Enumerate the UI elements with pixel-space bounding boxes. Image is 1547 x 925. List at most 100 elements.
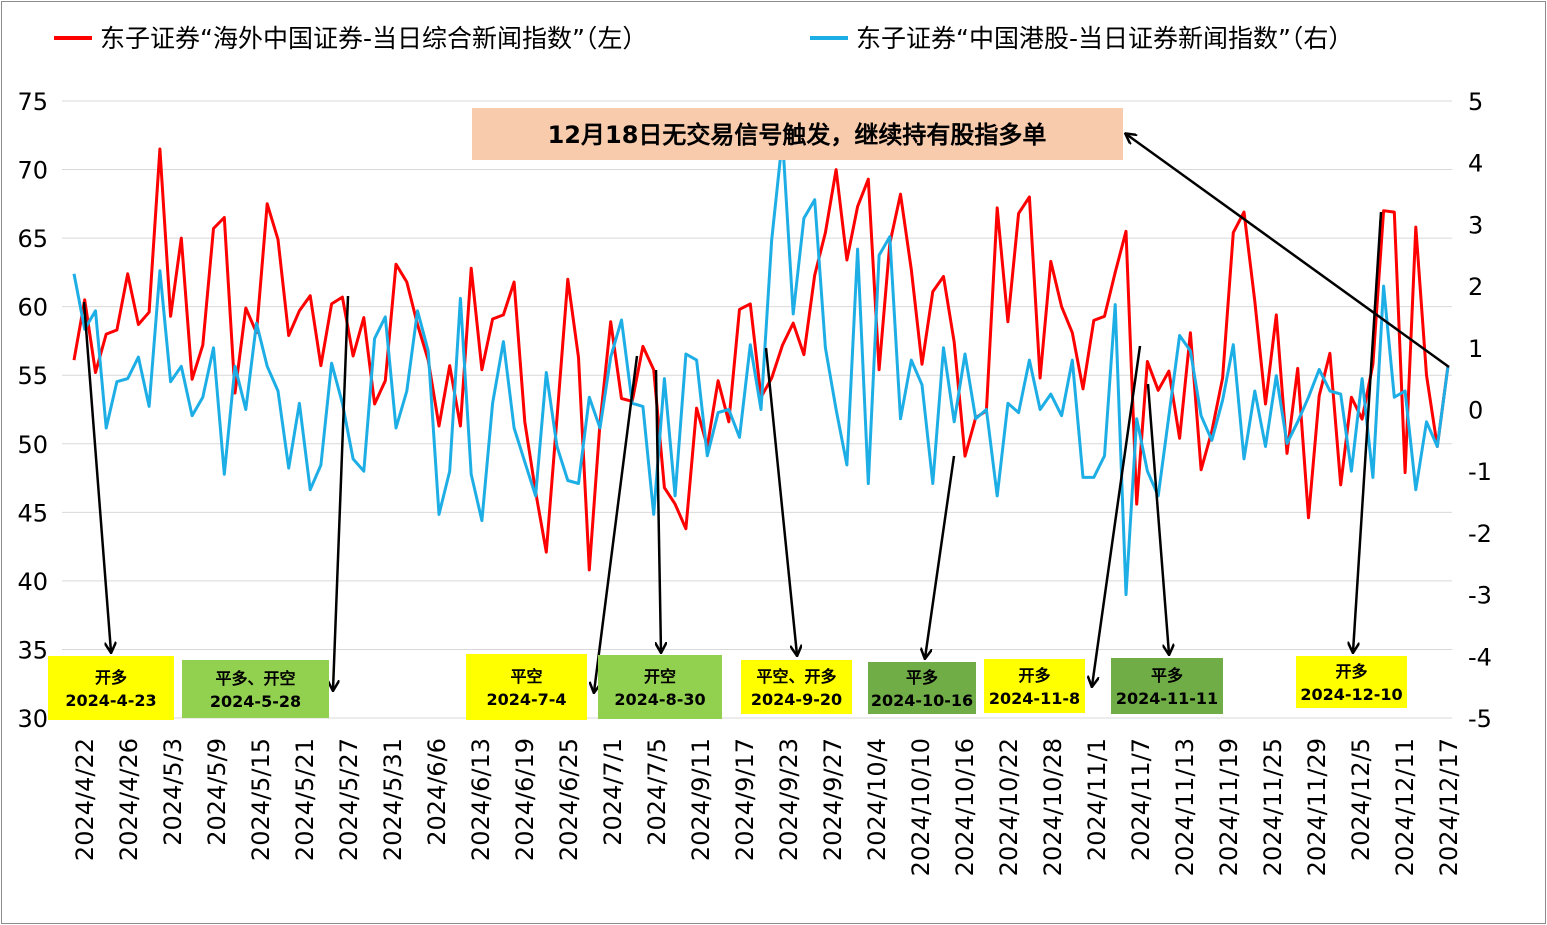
y-left-tick-label: 40 (17, 568, 48, 596)
x-tick-label: 2024/4/22 (71, 738, 99, 861)
y-right-tick-label: -3 (1468, 582, 1492, 610)
signal-arrow (654, 369, 661, 652)
signal-arrow (764, 347, 797, 655)
x-tick-label: 2024/5/27 (335, 738, 363, 861)
y-right-tick-label: 1 (1468, 335, 1483, 363)
y-right-tick-label: 2 (1468, 273, 1483, 301)
series-line-right (72, 136, 1450, 597)
legend: 东子证券“海外中国证券-当日综合新闻指数”（左） 东子证券“中国港股-当日证券新闻… (54, 24, 1353, 53)
signal-label: 平多 (1151, 666, 1183, 685)
x-tick-label: 2024/5/21 (291, 738, 319, 861)
x-tick-label: 2024/5/9 (203, 738, 231, 846)
y-right-tick-label: 0 (1468, 397, 1483, 425)
x-tick-label: 2024/11/1 (1083, 738, 1111, 861)
series-lines (72, 136, 1450, 597)
signal-box (868, 662, 976, 714)
signal-label: 开多 (1335, 662, 1367, 681)
x-tick-label: 2024/11/7 (1127, 738, 1155, 861)
x-tick-label: 2024/9/27 (819, 738, 847, 861)
signal-date: 2024-7-4 (486, 690, 566, 709)
y-left-tick-label: 35 (17, 636, 48, 664)
signal-box (466, 654, 587, 720)
x-tick-label: 2024/10/22 (995, 738, 1023, 876)
signal-date: 2024-4-23 (65, 691, 156, 710)
signal-date: 2024-8-30 (614, 690, 705, 709)
y-left-tick-label: 45 (17, 499, 48, 527)
signal-arrow (1146, 383, 1169, 654)
x-tick-label: 2024/11/25 (1259, 738, 1287, 876)
y-right-tick-label: 3 (1468, 211, 1483, 239)
x-tick-label: 2024/12/5 (1347, 738, 1375, 861)
signal-label: 开多 (95, 668, 127, 687)
signal-box (598, 655, 722, 719)
signal-boxes: 开多 2024-4-23 平多、开空 2024-5-28 平空 2024-7-4 开空 202… (48, 108, 1407, 720)
signal-box (182, 660, 329, 718)
signal-arrow (333, 295, 350, 690)
legend-label: 东子证券“海外中国证券-当日综合新闻指数”（左） (100, 24, 647, 53)
signal-label: 平多 (906, 668, 938, 687)
signal-arrow (925, 455, 956, 658)
signal-box (1111, 658, 1223, 714)
x-tick-label: 2024/9/17 (731, 738, 759, 861)
x-tick-label: 2024/10/28 (1039, 738, 1067, 876)
x-tick-label: 2024/7/5 (643, 738, 671, 846)
y-left-tick-label: 65 (17, 225, 48, 253)
signal-date: 2024-11-11 (1116, 689, 1218, 708)
y-left-tick-label: 55 (17, 362, 48, 390)
signal-box (1296, 656, 1407, 708)
y-left-tick-label: 75 (17, 88, 48, 116)
y-right-tick-label: 4 (1468, 150, 1483, 178)
callout-arrow (1126, 134, 1450, 369)
x-tick-label: 2024/10/16 (951, 738, 979, 876)
y-right-tick-label: -2 (1468, 520, 1492, 548)
x-tick-label: 2024/7/1 (599, 738, 627, 846)
signal-label: 平空、开多 (756, 667, 836, 686)
y-left-tick-label: 30 (17, 705, 48, 733)
x-tick-label: 2024/6/19 (511, 738, 539, 861)
callout-box (472, 108, 1123, 160)
signal-date: 2024-11-8 (989, 689, 1080, 708)
signal-label: 平空 (510, 667, 542, 686)
x-tick-label: 2024/12/11 (1391, 738, 1419, 876)
gridlines (62, 100, 1452, 719)
x-tick-label: 2024/11/19 (1215, 738, 1243, 876)
y-right-tick-label: -1 (1468, 458, 1492, 486)
signal-date: 2024-10-16 (871, 691, 973, 710)
x-tick-label: 2024/9/11 (687, 738, 715, 861)
signal-arrow (594, 355, 639, 692)
x-tick-label: 2024/5/31 (379, 738, 407, 861)
signal-box (741, 660, 852, 714)
x-tick-label: 2024/5/15 (247, 738, 275, 861)
signal-date: 2024-5-28 (210, 692, 301, 711)
signal-arrow (1092, 345, 1142, 686)
signal-label: 开空 (644, 667, 676, 686)
signal-date: 2024-9-20 (751, 690, 842, 709)
signal-arrows (82, 134, 1450, 692)
y-right-tick-label: -5 (1468, 705, 1492, 733)
y-right-tick-label: 5 (1468, 88, 1483, 116)
x-tick-label: 2024/6/13 (467, 738, 495, 861)
y-left-tick-label: 60 (17, 294, 48, 322)
x-tick-label: 2024/12/17 (1435, 738, 1463, 876)
signal-box (984, 659, 1085, 713)
legend-label: 东子证券“中国港股-当日证券新闻指数”（右） (856, 24, 1353, 53)
signal-box (48, 656, 174, 720)
x-tick-label: 2024/4/26 (115, 738, 143, 861)
signal-arrow (82, 301, 111, 652)
signal-arrow (1353, 211, 1383, 652)
x-tick-label: 2024/9/23 (775, 738, 803, 861)
y-left-tick-label: 50 (17, 431, 48, 459)
signal-date: 2024-12-10 (1300, 685, 1402, 704)
y-right-tick-label: -4 (1468, 643, 1492, 671)
x-tick-label: 2024/11/13 (1171, 738, 1199, 876)
x-tick-label: 2024/10/10 (907, 738, 935, 876)
signal-label: 平多、开空 (215, 669, 295, 688)
axes: 75706560555045403530543210-1-2-3-4-52024… (17, 88, 1491, 876)
x-tick-label: 2024/11/29 (1303, 738, 1331, 876)
x-tick-label: 2024/10/4 (863, 738, 891, 861)
x-tick-label: 2024/5/3 (159, 738, 187, 846)
x-tick-label: 2024/6/25 (555, 738, 583, 861)
signal-label: 开多 (1018, 666, 1050, 685)
callout-text: 12月18日无交易信号触发，继续持有股指多单 (548, 121, 1047, 149)
